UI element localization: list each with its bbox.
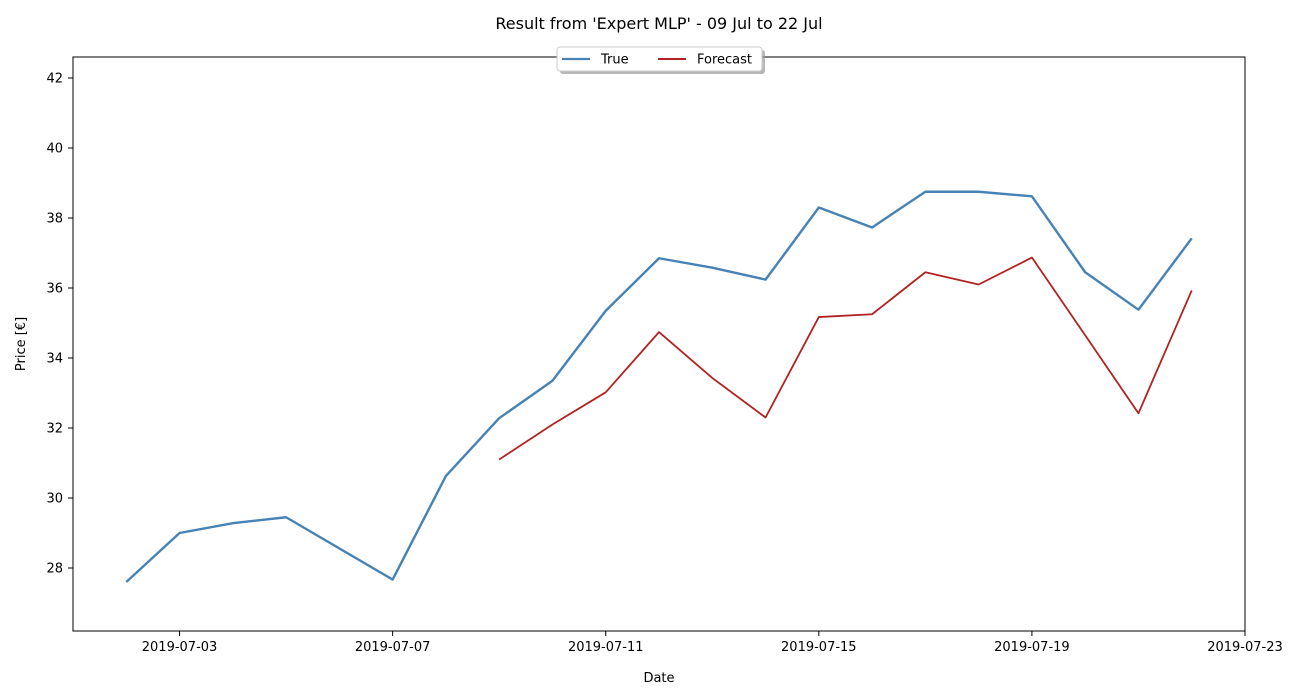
chart-title: Result from 'Expert MLP' - 09 Jul to 22 … (495, 14, 822, 33)
series-line-forecast (498, 256, 1193, 461)
x-tick-label: 2019-07-15 (781, 640, 857, 655)
legend-label-true: True (600, 53, 629, 68)
y-tick-label: 36 (46, 282, 63, 297)
x-tick-label: 2019-07-23 (1207, 640, 1283, 655)
legend: True Forecast (556, 46, 765, 74)
y-axis: 28 30 32 34 36 38 40 42 (46, 72, 73, 577)
y-tick-label: 28 (46, 562, 63, 577)
y-tick-label: 32 (46, 422, 63, 437)
y-tick-label: 42 (46, 72, 63, 87)
x-tick-label: 2019-07-07 (355, 640, 431, 655)
series-layer (125, 190, 1193, 583)
x-tick-label: 2019-07-19 (994, 640, 1070, 655)
y-tick-label: 40 (46, 142, 63, 157)
y-tick-label: 30 (46, 492, 63, 507)
plot-area (72, 56, 1246, 632)
x-tick-label: 2019-07-11 (568, 640, 644, 655)
y-tick-label: 34 (46, 352, 63, 367)
y-axis-label: Price [€] (14, 317, 29, 371)
legend-label-forecast: Forecast (697, 53, 752, 68)
y-tick-label: 38 (46, 212, 63, 227)
x-axis: 2019-07-03 2019-07-07 2019-07-11 2019-07-15… (142, 631, 1283, 655)
x-tick-label: 2019-07-03 (142, 640, 218, 655)
series-line-true (125, 190, 1193, 583)
x-axis-label: Date (643, 671, 674, 686)
